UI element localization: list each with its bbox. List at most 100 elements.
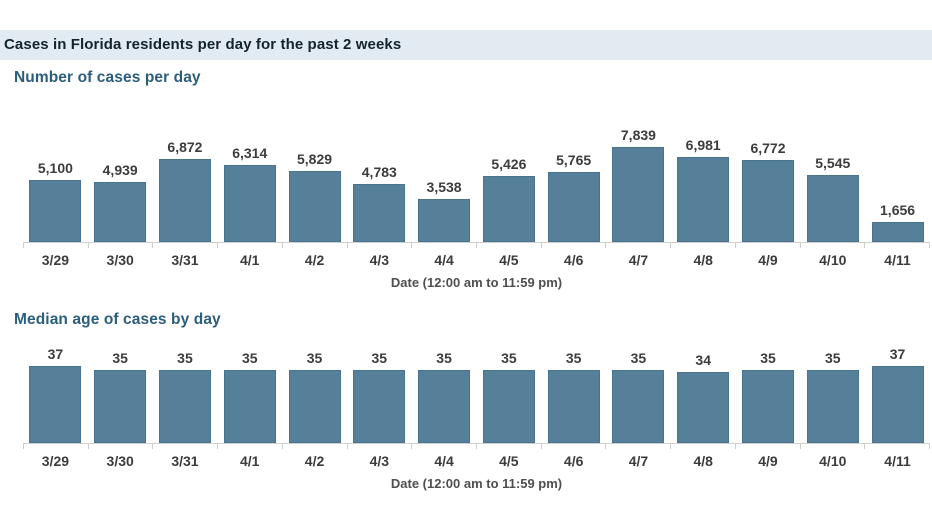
axis-tick (411, 243, 476, 248)
bar-slot: 7,839 (606, 112, 671, 242)
axis-tick (734, 444, 800, 449)
axis-tick (411, 444, 476, 449)
bar-slot: 35 (347, 350, 412, 443)
bar-value-label: 37 (889, 346, 906, 362)
axis-tick (605, 243, 670, 248)
bar (547, 172, 600, 242)
chart-title-median-age: Median age of cases by day (14, 311, 221, 328)
bar (288, 370, 341, 443)
bar-value-label: 6,872 (167, 139, 203, 155)
axis-tick (799, 243, 865, 248)
axis-tick (152, 444, 217, 449)
bar-slot: 6,772 (736, 112, 801, 242)
bar (158, 370, 211, 443)
bar-value-label: 34 (695, 352, 711, 368)
x-axis-label: 4/2 (304, 252, 325, 268)
bar (418, 199, 471, 242)
axis-tick (346, 243, 412, 248)
bar (29, 180, 82, 242)
bar (94, 370, 147, 443)
x-axis-label: 4/4 (434, 453, 454, 469)
bar (418, 370, 471, 443)
bar-slot: 4,939 (88, 112, 153, 242)
x-axis-label: 4/1 (240, 453, 260, 469)
bar (223, 370, 276, 443)
x-axis-caption: Date (12:00 am to 11:59 pm) (390, 476, 563, 491)
bar-slot: 5,545 (800, 112, 865, 242)
x-axis-label: 4/8 (693, 453, 713, 469)
bar-slot: 35 (412, 350, 477, 443)
axis-tick (87, 444, 153, 449)
x-axis-label: 4/9 (758, 252, 778, 268)
bar (94, 182, 147, 242)
bar-slot: 3,538 (412, 112, 477, 242)
bar-slot: 37 (23, 346, 88, 443)
x-axis-caption: Date (12:00 am to 11:59 pm) (390, 275, 563, 290)
x-axis-label: 4/6 (563, 453, 584, 469)
bar (806, 370, 859, 443)
x-axis-label: 4/2 (304, 453, 325, 469)
x-axis-label: 4/10 (819, 453, 847, 469)
axis-tick (281, 444, 347, 449)
bar (547, 370, 600, 443)
axis-tick (605, 444, 670, 449)
x-axis-label: 4/1 (240, 252, 260, 268)
bar-value-label: 35 (565, 350, 582, 366)
x-axis-labels: 3/29 3/30 3/31 4/1 4/2 4/3 4/4 4/5 4/6 4/7 4/8 4/9 4… (23, 453, 930, 469)
x-axis-line (23, 443, 931, 449)
bar-slot: 4,783 (347, 112, 412, 242)
axis-tick (734, 243, 800, 248)
x-axis-label: 3/29 (41, 252, 70, 268)
x-axis-label: 4/11 (884, 252, 911, 268)
bar-slot: 35 (217, 350, 282, 443)
bar-value-label: 5,100 (37, 160, 73, 176)
bar-value-label: 6,772 (750, 140, 786, 156)
x-axis-label: 4/3 (369, 252, 390, 268)
bar (158, 159, 211, 242)
bar-slot: 35 (153, 350, 218, 443)
bar-value-label: 5,426 (491, 156, 527, 172)
bar (612, 370, 665, 443)
bar-value-label: 35 (177, 350, 193, 366)
bar-value-label: 35 (630, 350, 647, 366)
x-axis-label: 4/11 (884, 453, 911, 469)
bar-slot: 6,981 (671, 112, 736, 242)
x-axis-labels: 3/29 3/30 3/31 4/1 4/2 4/3 4/4 4/5 4/6 4/7 4/8 4/9 4… (23, 252, 930, 268)
bar-value-label: 1,656 (880, 202, 916, 218)
bar-value-label: 35 (436, 350, 452, 366)
bar-value-label: 6,314 (232, 145, 268, 161)
bar-slot: 35 (800, 350, 865, 443)
bar-slot: 34 (671, 352, 736, 443)
bar-value-label: 35 (306, 350, 323, 366)
bar-slot: 35 (541, 350, 606, 443)
bar (482, 370, 535, 443)
axis-tick (799, 444, 865, 449)
axis-tick (476, 444, 541, 449)
bar-slot: 35 (476, 350, 541, 443)
axis-tick (152, 243, 217, 248)
bar-slot: 6,872 (153, 112, 218, 242)
x-axis-label: 4/5 (499, 453, 519, 469)
bar-value-label: 5,829 (296, 151, 333, 167)
bar (871, 222, 924, 242)
bar (741, 160, 794, 242)
bar (871, 366, 924, 443)
axis-tick (540, 444, 606, 449)
axis-tick (670, 444, 735, 449)
bar-value-label: 7,839 (620, 127, 656, 143)
bar-value-label: 35 (241, 350, 258, 366)
bar (612, 147, 665, 242)
bar-slot: 35 (282, 350, 347, 443)
x-axis-label: 3/31 (171, 453, 199, 469)
axis-tick (87, 243, 153, 248)
axis-tick (217, 444, 282, 449)
bar (677, 372, 730, 443)
axis-tick (217, 243, 282, 248)
bar-slot: 35 (88, 350, 153, 443)
bar-value-label: 35 (501, 350, 517, 366)
bar-slot: 5,829 (282, 112, 347, 242)
axis-tick (23, 243, 88, 248)
x-axis-label: 3/30 (106, 252, 134, 268)
